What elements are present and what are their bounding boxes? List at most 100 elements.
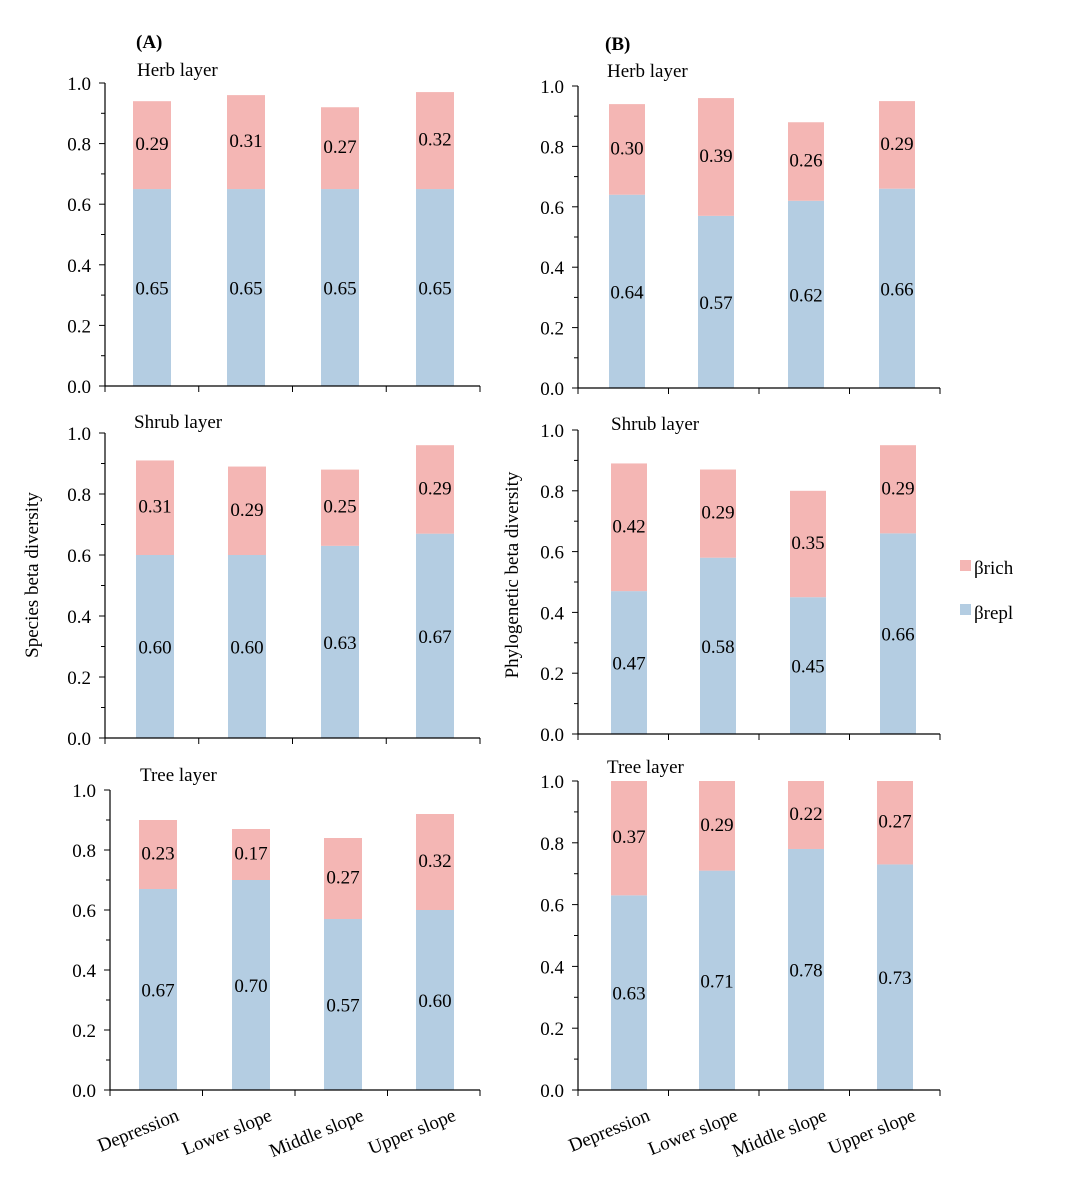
subplot-b-1: Herb layer 0.64 0.30 0.57 0.39 0.62 0.26 0.66 0.… xyxy=(540,61,941,400)
bar-repl xyxy=(133,189,171,386)
bar-rich xyxy=(321,469,359,546)
data-label: 0.31 xyxy=(138,497,171,518)
data-label: 0.47 xyxy=(612,654,645,675)
y-tick-label: 0.8 xyxy=(540,137,564,158)
data-label: 0.35 xyxy=(791,533,824,554)
data-label: 0.78 xyxy=(789,960,822,981)
bar-repl xyxy=(228,555,266,738)
data-label: 0.63 xyxy=(323,633,356,654)
y-tick-label: 1.0 xyxy=(67,424,91,445)
data-label: 0.65 xyxy=(135,279,168,300)
y-tick-label: 0.8 xyxy=(72,841,96,862)
bar-repl xyxy=(416,189,454,386)
data-label: 0.37 xyxy=(612,827,645,848)
legend-swatch-rich xyxy=(960,560,971,571)
y-tick-label: 0.0 xyxy=(540,725,564,746)
bar-repl xyxy=(609,194,645,388)
y-tick-label: 0.2 xyxy=(67,668,91,689)
data-label: 0.64 xyxy=(610,282,644,303)
bar-rich xyxy=(609,104,645,195)
data-label: 0.66 xyxy=(880,279,913,300)
bar-repl xyxy=(611,895,647,1090)
data-label: 0.73 xyxy=(878,968,911,989)
x-tick-label: Middle slope xyxy=(267,1105,367,1162)
subplot-a-2: Shrub layer 0.60 0.31 0.60 0.29 0.63 0.25 0.67 0… xyxy=(67,412,481,750)
y-tick-label: 0.6 xyxy=(540,198,564,219)
data-label: 0.65 xyxy=(418,279,451,300)
data-label: 0.27 xyxy=(878,812,911,833)
data-label: 0.71 xyxy=(700,971,733,992)
data-label: 0.66 xyxy=(881,625,914,646)
data-label: 0.63 xyxy=(612,984,645,1005)
y-tick-label: 0.0 xyxy=(540,1081,564,1102)
bar-rich xyxy=(611,463,647,592)
bar-repl xyxy=(611,591,647,734)
legend-label-rich: βrich xyxy=(974,558,1014,579)
bar-repl xyxy=(788,200,824,388)
data-label: 0.60 xyxy=(230,638,263,659)
bar-repl xyxy=(699,870,735,1090)
bar-rich xyxy=(227,95,265,190)
bar-repl xyxy=(788,848,824,1090)
subplot-title: Herb layer xyxy=(137,60,218,81)
data-label: 0.32 xyxy=(418,851,451,872)
y-axis-label-right: Phylogenetic beta diversity xyxy=(502,471,523,678)
bar-repl xyxy=(139,889,177,1090)
panel-label-a: (A) xyxy=(136,32,162,53)
bar-rich xyxy=(228,466,266,555)
data-label: 0.57 xyxy=(699,293,732,314)
y-tick-label: 0.8 xyxy=(67,485,91,506)
data-label: 0.60 xyxy=(418,991,451,1012)
data-label: 0.57 xyxy=(326,996,359,1017)
bar-rich xyxy=(880,445,916,534)
x-tick-label: Depression xyxy=(95,1105,183,1157)
data-label: 0.29 xyxy=(881,478,914,499)
y-tick-label: 0.0 xyxy=(540,379,564,400)
y-tick-label: 0.4 xyxy=(72,961,96,982)
bar-rich xyxy=(788,781,824,849)
x-tick-label: Middle slope xyxy=(730,1105,830,1162)
y-tick-label: 0.6 xyxy=(540,543,564,564)
y-tick-label: 0.2 xyxy=(72,1021,96,1042)
bar-rich xyxy=(879,101,915,189)
data-label: 0.30 xyxy=(610,138,643,159)
data-label: 0.67 xyxy=(141,981,174,1002)
bar-repl xyxy=(879,188,915,388)
y-tick-label: 0.8 xyxy=(540,834,564,855)
legend-label-repl: βrepl xyxy=(974,603,1013,624)
y-tick-label: 0.4 xyxy=(67,607,91,628)
y-tick-label: 0.8 xyxy=(540,482,564,503)
data-label: 0.39 xyxy=(699,146,732,167)
bar-rich xyxy=(416,814,454,910)
y-tick-label: 1.0 xyxy=(72,781,96,802)
subplot-a-1: Herb layer 0.65 0.29 0.65 0.31 0.65 0.27 0.65 0.… xyxy=(67,60,481,398)
y-tick-label: 1.0 xyxy=(540,421,564,442)
subplot-a-3: Tree layer 0.67 0.23 0.70 0.17 0.57 0.27 0.60 0.… xyxy=(72,765,481,1162)
bar-rich xyxy=(790,490,826,598)
data-label: 0.29 xyxy=(700,815,733,836)
data-label: 0.29 xyxy=(418,478,451,499)
y-tick-label: 0.4 xyxy=(540,258,564,279)
bar-rich xyxy=(321,107,359,190)
y-tick-label: 0.8 xyxy=(67,135,91,156)
bar-rich xyxy=(139,820,177,889)
bar-repl xyxy=(324,919,362,1090)
data-label: 0.23 xyxy=(141,844,174,865)
y-tick-label: 0.6 xyxy=(67,195,91,216)
y-tick-label: 0.6 xyxy=(67,546,91,567)
bar-repl xyxy=(700,557,736,734)
y-tick-label: 0.0 xyxy=(67,377,91,398)
data-label: 0.42 xyxy=(612,516,645,537)
bar-repl xyxy=(877,864,913,1090)
bar-repl xyxy=(698,215,734,388)
bar-rich xyxy=(416,445,454,534)
data-label: 0.60 xyxy=(138,638,171,659)
bar-rich xyxy=(133,101,171,190)
data-label: 0.70 xyxy=(234,976,267,997)
bar-repl xyxy=(136,555,174,738)
bar-rich xyxy=(877,781,913,865)
x-tick-label: Lower slope xyxy=(179,1105,274,1160)
subplot-b-3: Tree layer 0.63 0.37 0.71 0.29 0.78 0.22 0.73 0.… xyxy=(540,757,941,1162)
data-label: 0.67 xyxy=(418,627,451,648)
